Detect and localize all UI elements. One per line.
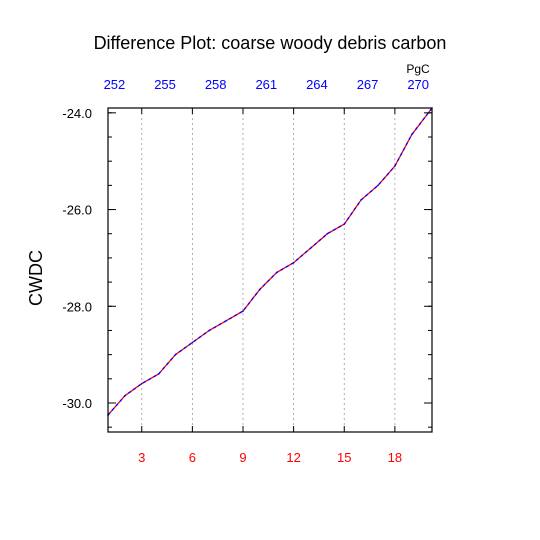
x-tick-label-bottom: 18	[388, 450, 402, 465]
x-tick-label-bottom: 3	[138, 450, 145, 465]
data-point	[191, 341, 194, 344]
data-point	[394, 165, 396, 167]
data-line-overlay	[107, 107, 433, 416]
y-tick-label: -26.0	[62, 203, 92, 218]
tick-layer	[108, 108, 432, 432]
x-tick-label-top: 255	[154, 77, 176, 92]
x-tick-label-bottom: 9	[239, 450, 246, 465]
plot-frame	[107, 107, 433, 433]
tick-label-layer: 3 6 9 12 15 18 252 255 258 261 264 267 270 -24.0 -26.0…	[62, 77, 429, 465]
y-tick-label: -30.0	[62, 396, 92, 411]
data-point	[360, 199, 362, 201]
top-axis-units: PgC	[406, 62, 430, 76]
x-tick-label-top: 264	[306, 77, 328, 92]
data-point	[377, 184, 379, 187]
data-point	[343, 223, 346, 225]
data-point	[140, 382, 143, 385]
x-tick-label-top: 258	[205, 77, 227, 92]
data-point	[259, 288, 261, 291]
data-point	[326, 232, 329, 235]
data-point	[208, 329, 211, 332]
x-tick-label-bottom: 15	[337, 450, 351, 465]
y-tick-label: -28.0	[62, 299, 92, 314]
data-line	[107, 107, 433, 416]
data-point	[242, 310, 244, 312]
data-point	[292, 261, 295, 264]
grid-layer	[141, 108, 396, 432]
data-point	[225, 319, 227, 322]
chart-title: Difference Plot: coarse woody debris car…	[94, 33, 447, 53]
y-axis-label: CWDC	[26, 250, 46, 306]
x-tick-label-top: 252	[104, 77, 126, 92]
data-point	[124, 394, 126, 397]
data-point	[410, 133, 413, 136]
y-tick-label: -24.0	[62, 106, 92, 121]
x-tick-label-bottom: 12	[286, 450, 300, 465]
x-tick-label-top: 270	[407, 77, 429, 92]
data-point	[174, 353, 177, 356]
data-point	[309, 247, 312, 250]
x-tick-label-bottom: 6	[189, 450, 196, 465]
data-point	[275, 271, 278, 274]
line-layer	[107, 107, 433, 416]
x-tick-label-top: 267	[357, 77, 379, 92]
x-tick-label-top: 261	[255, 77, 277, 92]
data-point	[157, 373, 160, 375]
